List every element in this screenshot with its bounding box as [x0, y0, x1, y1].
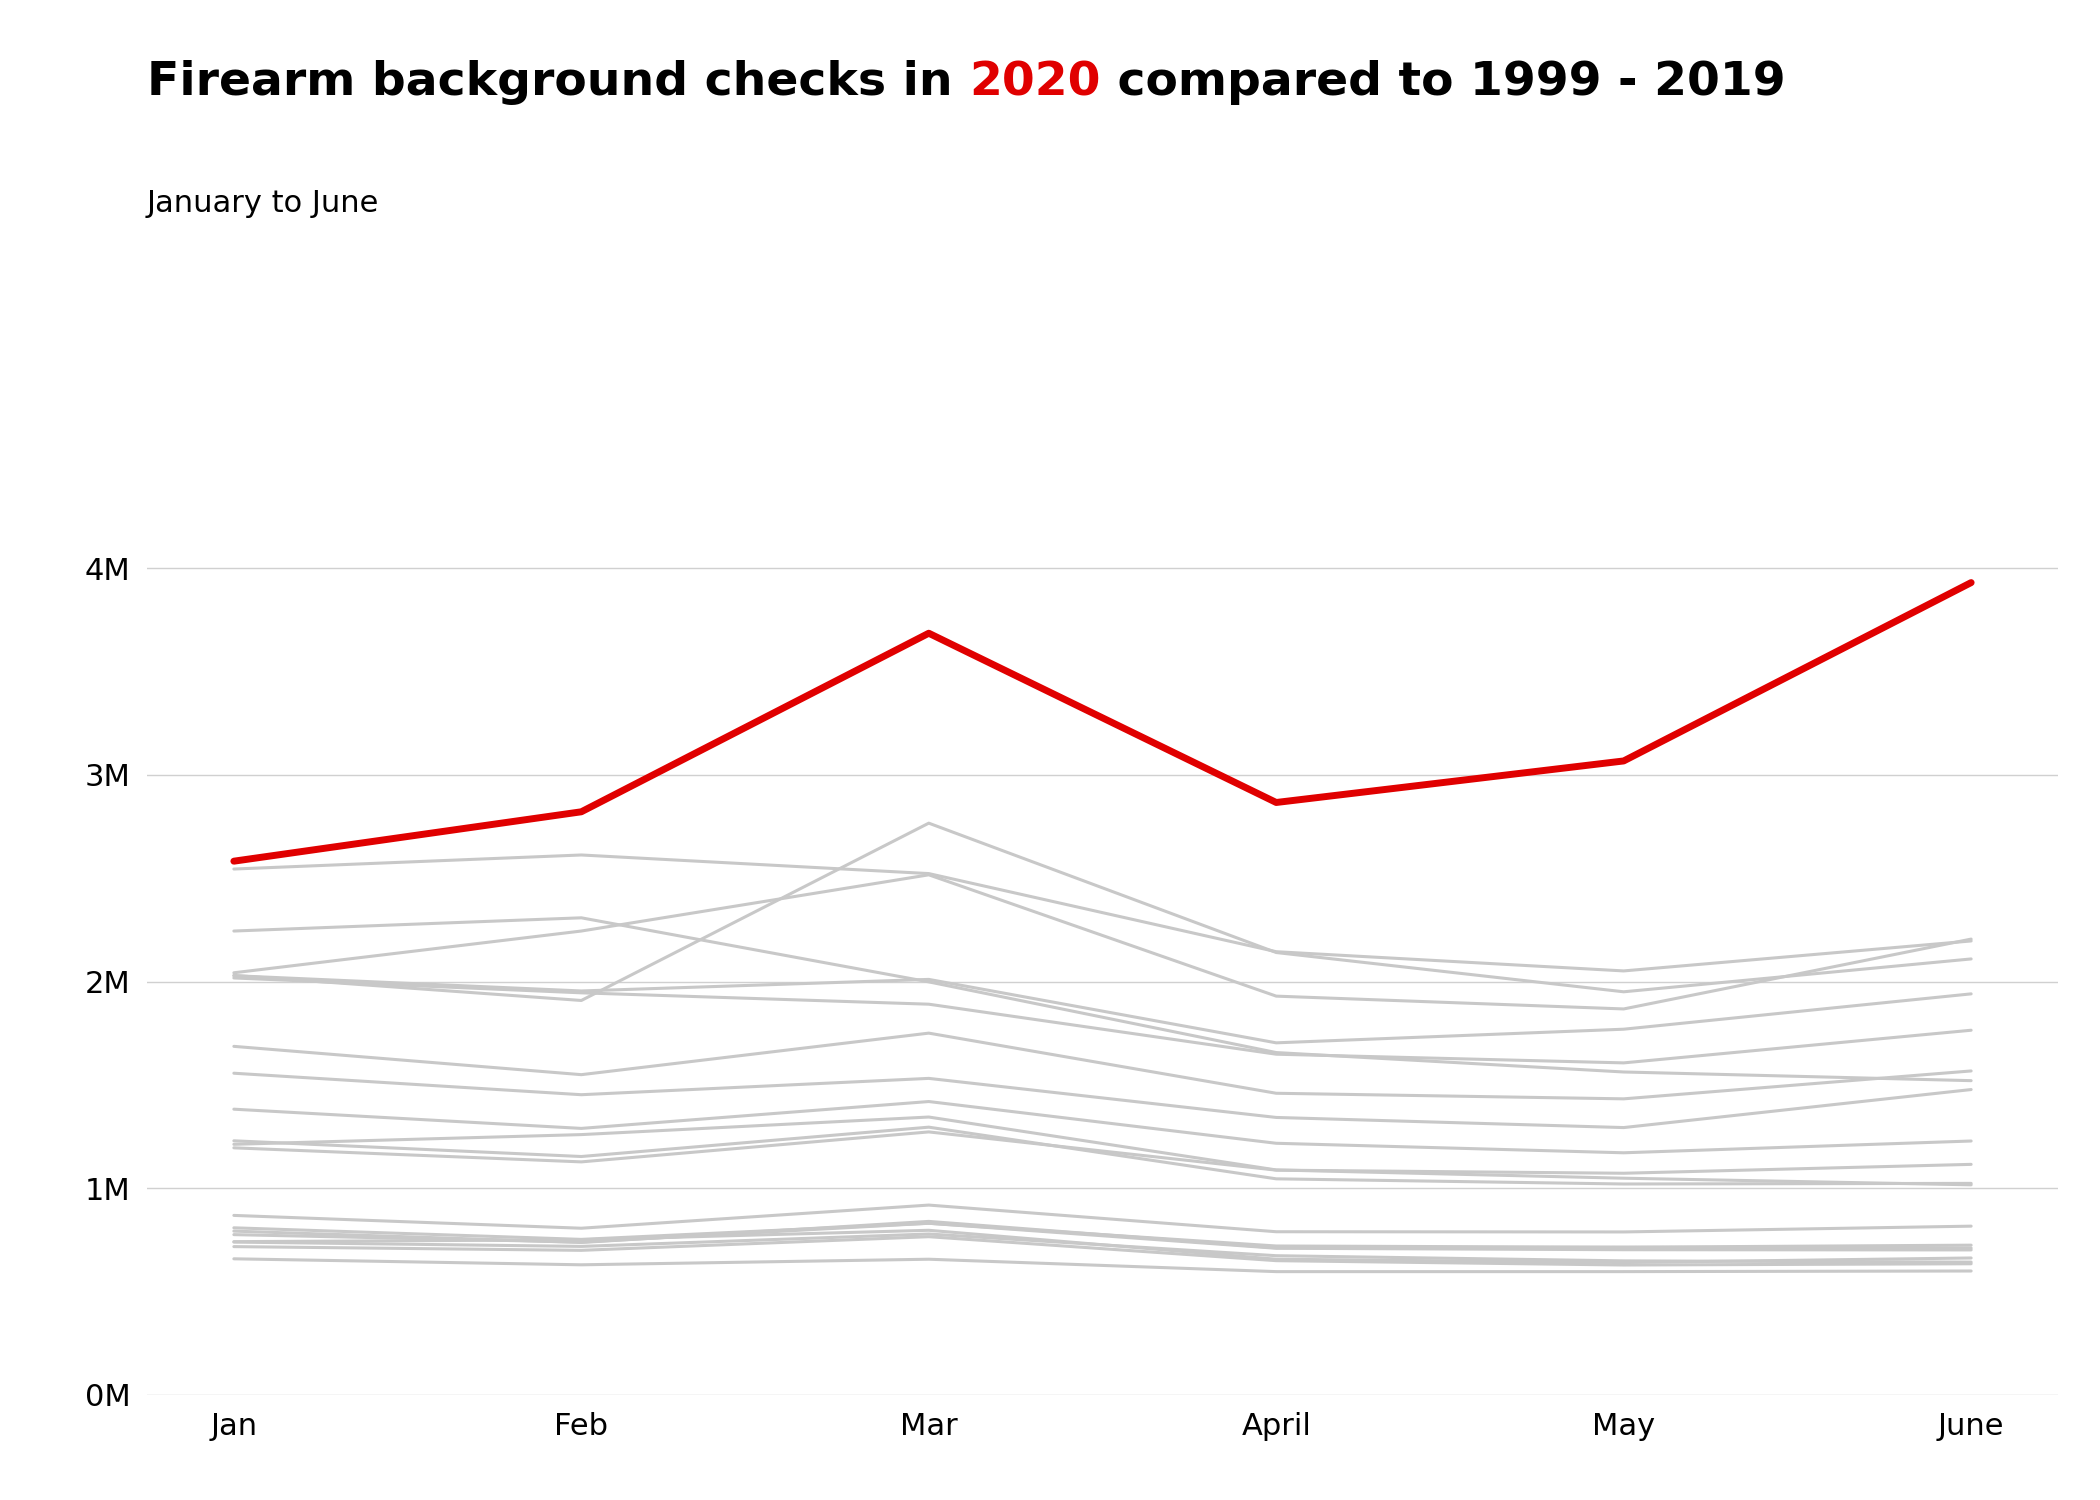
Text: 2020: 2020 — [968, 60, 1100, 105]
Text: compared to 1999 - 2019: compared to 1999 - 2019 — [1100, 60, 1785, 105]
Text: January to June: January to June — [147, 189, 380, 217]
Text: Firearm background checks in: Firearm background checks in — [147, 60, 968, 105]
